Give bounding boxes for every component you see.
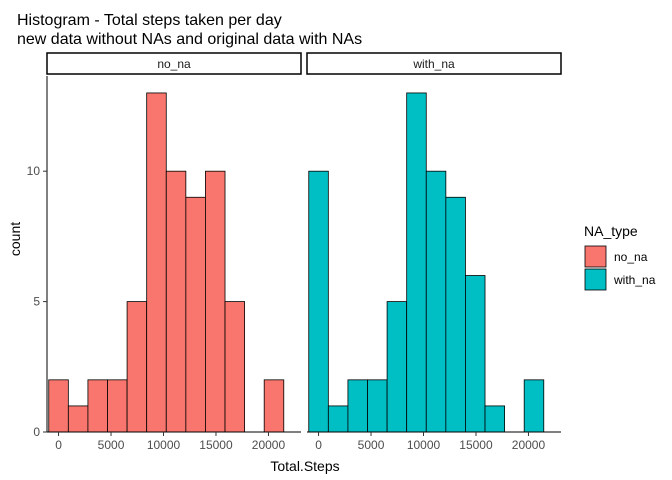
histogram-bar [406, 92, 427, 433]
histogram-bar [445, 196, 466, 433]
facet-strip-label: with_na [412, 57, 455, 71]
chart-title: Histogram - Total steps taken per day [17, 12, 282, 29]
histogram-bar [425, 170, 447, 433]
histogram-bar [347, 379, 368, 433]
legend-label-with_na: with_na [613, 273, 656, 287]
histogram-bar [327, 405, 349, 433]
legend-swatch-with_na [584, 268, 607, 291]
panel-no_na: no_na 0 5000 10000 15000 20000 0 5 10 [27, 52, 302, 452]
y-axis-label: count [7, 222, 23, 256]
x-tick-label: 10000 [407, 438, 441, 452]
x-tick-label: 10000 [147, 438, 181, 452]
histogram-bar [126, 301, 148, 433]
histogram-bar [67, 405, 89, 433]
x-tick-label: 20000 [252, 438, 286, 452]
y-tick-label: 10 [27, 164, 41, 178]
histogram-bar [224, 301, 246, 433]
histogram-bar [165, 170, 187, 433]
histogram-bar [87, 379, 108, 433]
x-tick-label: 5000 [98, 438, 125, 452]
histogram-bar [107, 379, 128, 433]
x-tick-label: 15000 [459, 438, 493, 452]
x-tick-label: 0 [55, 438, 62, 452]
y-tick-label: 0 [33, 425, 40, 439]
x-tick-label: 5000 [358, 438, 385, 452]
histogram-bar [484, 405, 506, 433]
x-tick-label: 20000 [512, 438, 546, 452]
panel-with_na: with_na 0 5000 10000 15000 20000 [306, 52, 562, 452]
facet-strip [306, 52, 562, 75]
histogram-bar [308, 170, 329, 433]
chart-subtitle: new data without NAs and original data w… [17, 31, 362, 48]
legend-label-no_na: no_na [614, 250, 648, 264]
histogram-bar [185, 196, 206, 433]
x-tick-label: 15000 [199, 438, 233, 452]
x-tick-label: 0 [315, 438, 322, 452]
facet-strip [46, 52, 302, 75]
histogram-bar [146, 92, 167, 433]
histogram-bar [386, 301, 408, 433]
y-tick-label: 5 [33, 295, 40, 309]
x-axis-label: Total.Steps [270, 458, 339, 474]
legend: NA_type no_na with_na [584, 223, 656, 291]
histogram-bar [367, 379, 388, 433]
legend-title: NA_type [584, 223, 638, 239]
histogram-bar [263, 379, 285, 433]
facet-strip-label: no_na [157, 57, 191, 71]
histogram-bar [205, 170, 226, 433]
histogram-bar [523, 379, 545, 433]
histogram-bar [48, 379, 69, 433]
legend-swatch-no_na [584, 245, 607, 268]
histogram-bar [465, 275, 486, 433]
